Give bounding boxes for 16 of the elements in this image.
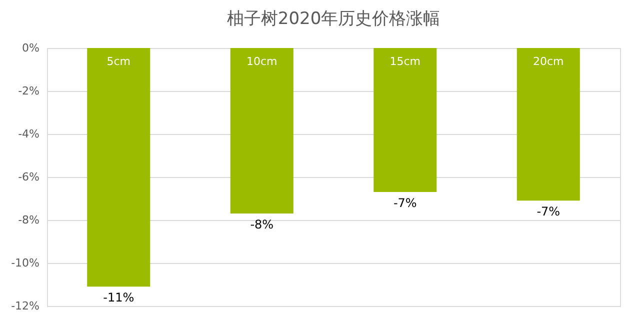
- x-tick-label: 10cm: [246, 55, 278, 68]
- x-tick-label: 5cm: [106, 55, 131, 68]
- data-label: -7%: [536, 204, 560, 219]
- y-tick-label: -8%: [18, 214, 40, 226]
- data-label: -8%: [250, 218, 274, 232]
- x-tick-label: 15cm: [390, 55, 421, 68]
- x-tick-label: 20cm: [532, 55, 564, 68]
- data-label: -11%: [103, 290, 134, 305]
- data-label: -7%: [393, 196, 417, 210]
- y-tick-label: -2%: [18, 84, 40, 98]
- y-tick-label: -6%: [18, 170, 40, 184]
- y-tick-label: -12%: [11, 300, 40, 312]
- chart-title: 柚子树2020年历史价格涨幅: [226, 9, 440, 29]
- y-tick-label: -4%: [18, 128, 40, 140]
- y-tick-label: 0%: [22, 42, 40, 54]
- y-tick-label: -10%: [11, 256, 40, 270]
